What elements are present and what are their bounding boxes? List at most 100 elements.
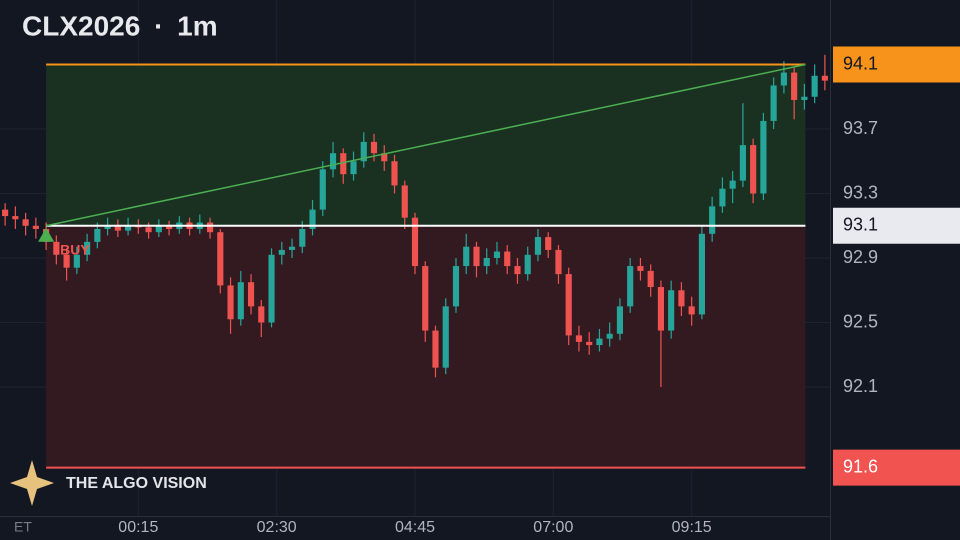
candle-body: [514, 266, 521, 275]
candle-body: [616, 306, 624, 334]
watermark: THE ALGO VISION: [66, 475, 207, 492]
candle-body: [524, 254, 531, 275]
candle-body: [504, 251, 511, 267]
y-tick-label: 93.3: [843, 182, 878, 202]
candle-body: [575, 335, 583, 342]
candle-body: [668, 290, 675, 331]
candle-body: [299, 228, 306, 247]
x-tick-label: 02:30: [257, 519, 297, 536]
price-box-label: 91.6: [843, 456, 878, 476]
candle-body: [791, 72, 798, 100]
y-tick-label: 93.7: [843, 118, 878, 138]
candle-body: [104, 225, 111, 229]
candle-body: [114, 225, 121, 231]
candle-body: [483, 258, 490, 267]
candle-body: [288, 246, 296, 250]
candle-body: [268, 254, 275, 323]
x-tick-label: 04:45: [395, 519, 435, 536]
candle-body: [360, 141, 367, 162]
candle-body: [145, 227, 152, 233]
timezone-label: ET: [14, 519, 32, 535]
candle-body: [278, 249, 285, 255]
trade-path: [45, 63, 806, 227]
axes: 92.1 92.5 92.9 93.3 93.7 00:15 02:30 04:45 07:00…: [118, 46, 960, 536]
candle-body: [647, 270, 654, 288]
candle-body: [155, 225, 162, 233]
candle-body: [719, 188, 726, 207]
candle-body: [370, 141, 378, 154]
y-tick-label: 92.5: [843, 311, 878, 331]
candle-body: [166, 225, 173, 229]
candle-body: [247, 282, 255, 307]
candle-body: [811, 75, 818, 97]
candle-body: [801, 96, 808, 100]
position-overlay: BUY: [38, 63, 806, 469]
candle-body: [770, 85, 777, 121]
candle-body: [350, 161, 357, 175]
candle-body: [227, 285, 234, 320]
y-tick-label: 92.9: [843, 247, 878, 267]
buy-label: BUY: [60, 241, 90, 257]
candle-body: [94, 228, 101, 242]
buy-marker: [38, 227, 55, 242]
candle-body: [452, 266, 460, 307]
candle-body: [391, 161, 398, 186]
candle-body: [657, 287, 664, 331]
candle-body: [750, 145, 757, 194]
candle-body: [432, 330, 439, 368]
candle-body: [442, 306, 449, 368]
candle-body: [206, 222, 214, 233]
price-box: [833, 207, 960, 244]
candle-body: [63, 254, 70, 268]
price-box: [833, 46, 960, 83]
candle-body: [2, 209, 9, 217]
candle-body: [258, 306, 265, 323]
chart-title: CLX2026 · 1m: [22, 10, 218, 41]
candle-body: [698, 233, 705, 315]
logo-star: [10, 460, 54, 506]
candle-body: [463, 246, 470, 267]
y-tick-label: 92.1: [843, 376, 878, 396]
candle-body: [565, 274, 572, 336]
x-tick-label: 07:00: [533, 519, 573, 536]
candle-body: [401, 185, 408, 218]
candle-body: [12, 216, 19, 220]
price-box: [833, 449, 960, 486]
candle-body: [411, 217, 419, 267]
candle-body: [381, 153, 388, 162]
candle-body: [678, 290, 685, 307]
candle-body: [729, 180, 736, 189]
candle-body: [53, 241, 60, 255]
candle-body: [627, 266, 634, 307]
candle-body: [493, 251, 501, 258]
candle-body: [22, 219, 29, 226]
candle-body: [84, 241, 91, 255]
candle-body: [473, 246, 480, 267]
candle-body: [217, 232, 224, 286]
candle-body: [237, 282, 244, 320]
candle-body: [340, 153, 347, 175]
price-box-label: 94.1: [843, 53, 878, 73]
candle-body: [309, 209, 316, 229]
candle-body: [637, 266, 644, 271]
candle-body: [125, 225, 132, 231]
candle-body: [586, 341, 593, 346]
candle-body: [329, 153, 337, 170]
x-tick-label: 00:15: [118, 519, 158, 536]
candle-body: [739, 145, 746, 181]
x-tick-label: 09:15: [672, 519, 712, 536]
candle-body: [688, 306, 695, 315]
candle-body: [32, 225, 39, 229]
candle-body: [709, 206, 716, 234]
candle-body: [596, 338, 603, 346]
price-box-label: 93.1: [843, 215, 878, 235]
candle-body: [760, 120, 767, 194]
candles: [2, 54, 828, 387]
candle-body: [422, 266, 429, 331]
candle-body: [821, 75, 828, 81]
candle-body: [545, 237, 552, 250]
candle-body: [73, 254, 80, 268]
candle-body: [606, 333, 613, 339]
candle-body: [555, 249, 562, 275]
